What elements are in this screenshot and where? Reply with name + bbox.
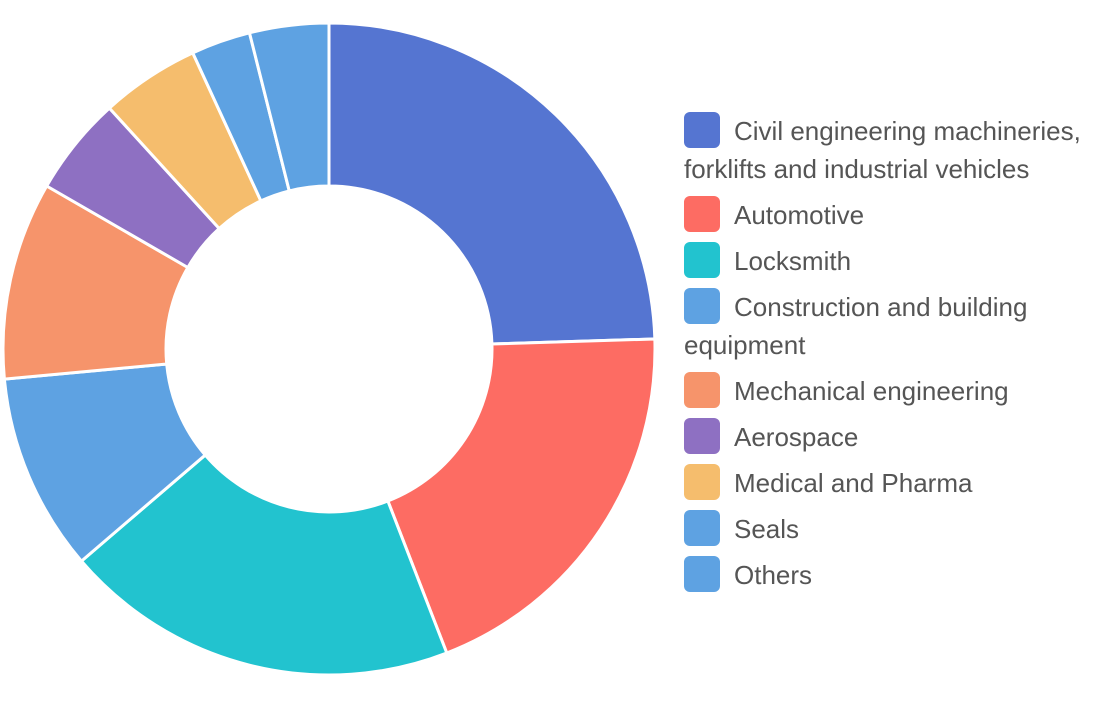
legend-swatch bbox=[684, 242, 720, 278]
legend-item[interactable]: Aerospace bbox=[684, 418, 1096, 456]
legend-label: Others bbox=[734, 560, 813, 590]
legend-item[interactable]: Medical and Pharma bbox=[684, 464, 1096, 502]
chart-legend: Civil engineering machineries, forklifts… bbox=[684, 112, 1096, 602]
legend-label: Seals bbox=[734, 514, 800, 544]
legend-swatch bbox=[684, 112, 720, 148]
doughnut-slice-3[interactable] bbox=[79, 452, 449, 677]
legend-item[interactable]: Automotive bbox=[684, 196, 1096, 234]
legend-item[interactable]: Others bbox=[684, 556, 1096, 594]
legend-item[interactable]: Seals bbox=[684, 510, 1096, 548]
legend-swatch bbox=[684, 288, 720, 324]
doughnut-chart bbox=[1, 21, 657, 677]
legend-swatch bbox=[684, 510, 720, 546]
legend-swatch bbox=[684, 196, 720, 232]
legend-swatch bbox=[684, 418, 720, 454]
legend-item[interactable]: Locksmith bbox=[684, 242, 1096, 280]
legend-label: Automotive bbox=[734, 200, 865, 230]
doughnut-slice-9[interactable] bbox=[247, 21, 331, 193]
legend-item[interactable]: Mechanical engineering bbox=[684, 372, 1096, 410]
legend-swatch bbox=[684, 556, 720, 592]
legend-label: Mechanical engineering bbox=[734, 376, 1009, 406]
legend-swatch bbox=[684, 464, 720, 500]
legend-item[interactable]: Civil engineering machineries, forklifts… bbox=[684, 112, 1096, 188]
legend-label: Civil engineering machineries, forklifts… bbox=[684, 116, 1081, 184]
legend-label: Aerospace bbox=[734, 422, 859, 452]
legend-label: Locksmith bbox=[734, 246, 852, 276]
legend-label: Medical and Pharma bbox=[734, 468, 973, 498]
legend-item[interactable]: Construction and building equipment bbox=[684, 288, 1096, 364]
legend-label: Construction and building equipment bbox=[684, 292, 1028, 360]
doughnut-slice-1[interactable] bbox=[327, 21, 657, 346]
doughnut-slice-2[interactable] bbox=[385, 337, 657, 655]
legend-swatch bbox=[684, 372, 720, 408]
